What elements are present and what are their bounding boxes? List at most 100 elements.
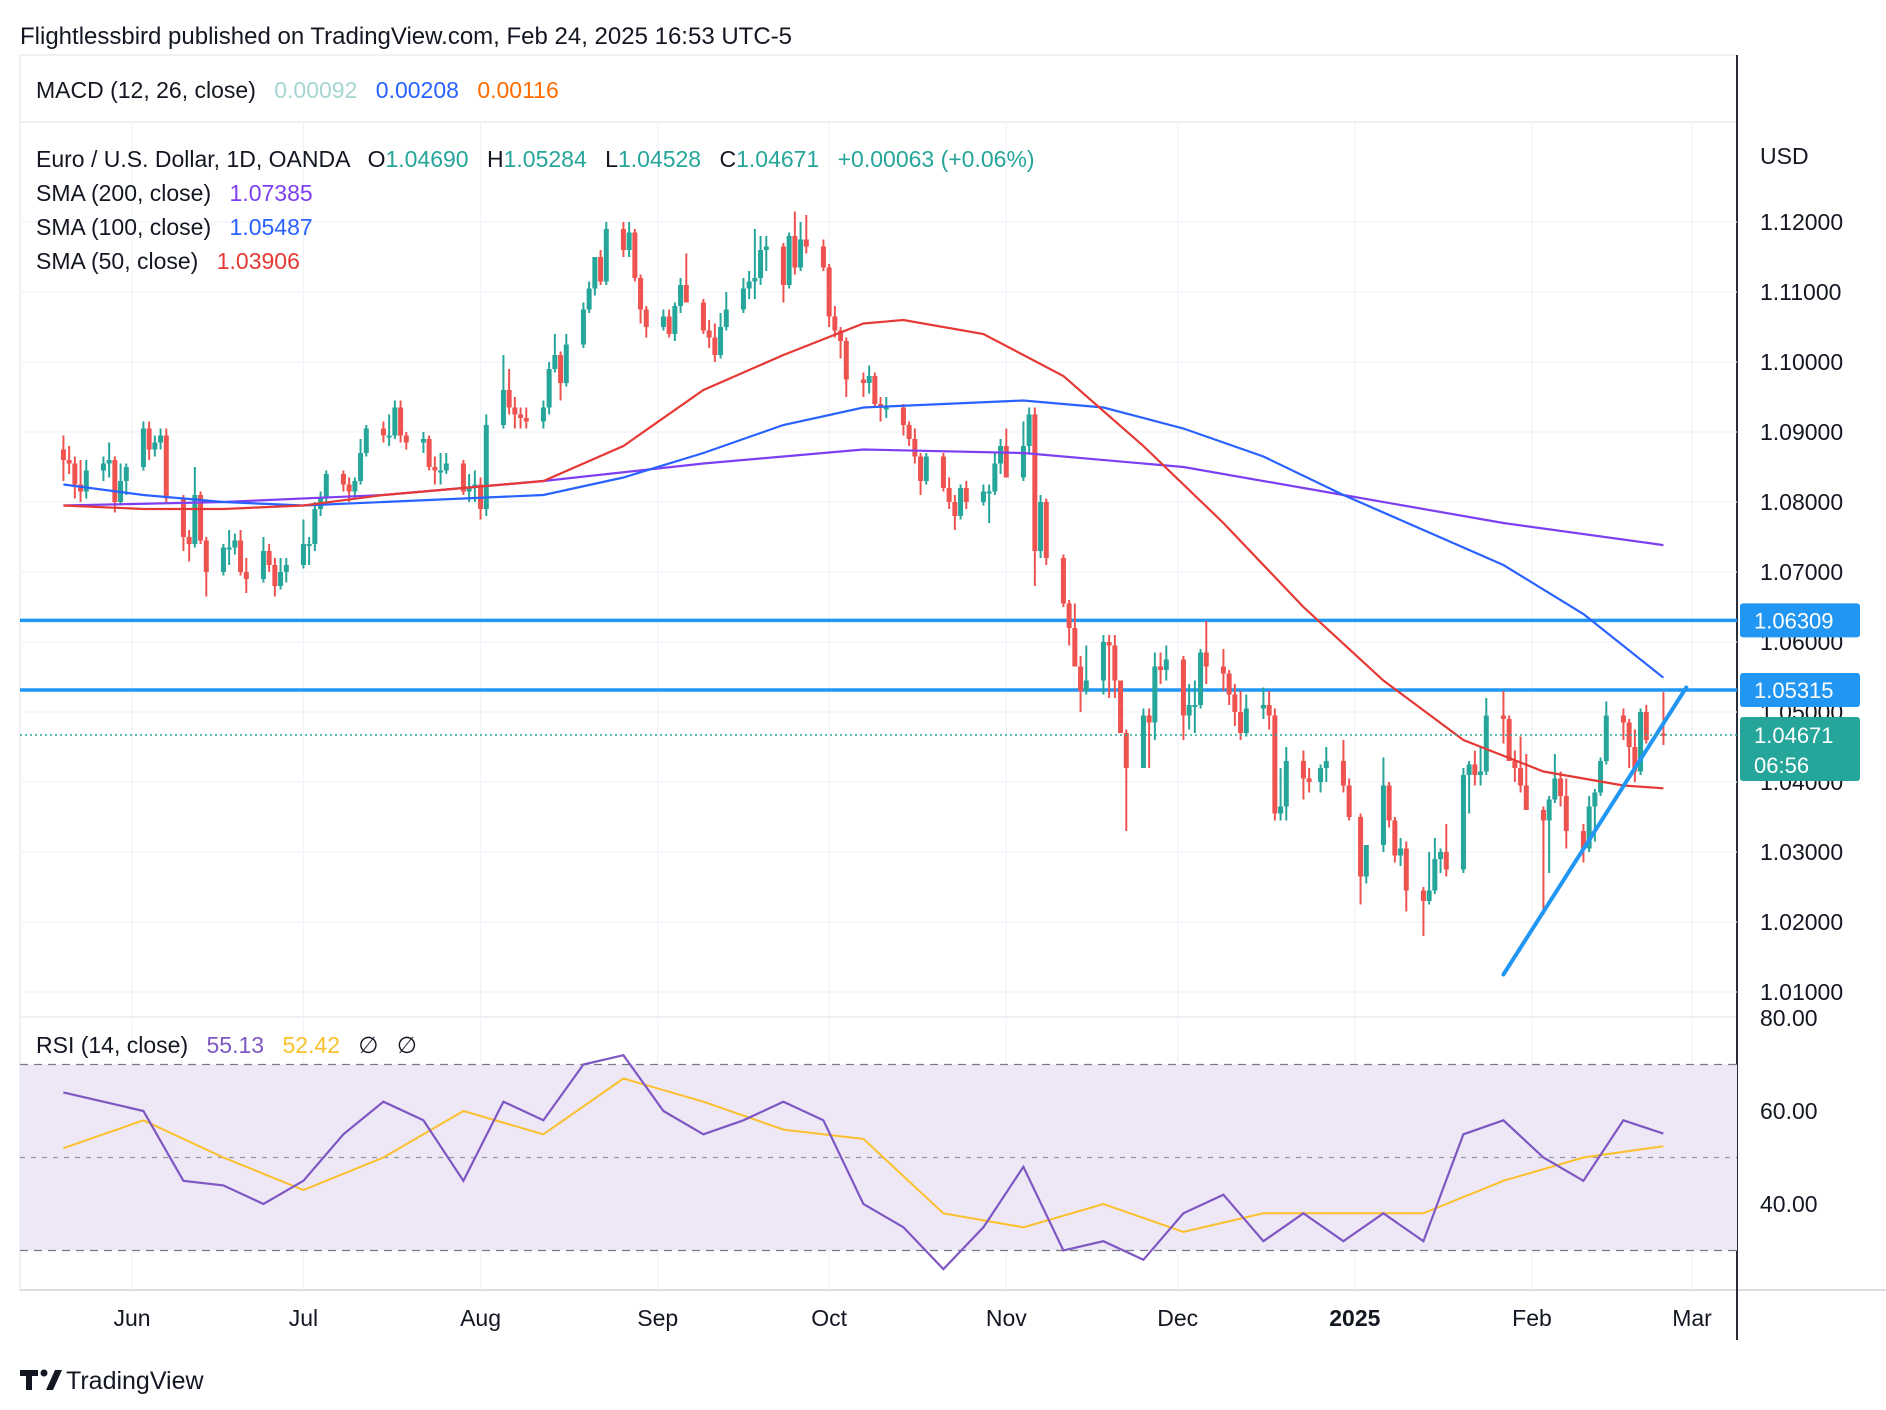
candle-body	[380, 428, 386, 436]
candle	[918, 453, 924, 495]
candle-body	[1500, 715, 1506, 719]
candle-body	[998, 446, 1004, 464]
candle	[106, 442, 112, 478]
rsi-pane[interactable]	[63, 1053, 1664, 1271]
candle	[1078, 656, 1084, 712]
candle-body	[1003, 446, 1009, 478]
candle	[518, 407, 524, 429]
candle-body	[460, 463, 466, 492]
price-pane[interactable]	[20, 211, 1737, 977]
candle-body	[272, 565, 278, 586]
candle	[700, 299, 706, 334]
candle-body	[832, 316, 838, 331]
candle-body	[1192, 705, 1198, 707]
candle	[780, 243, 786, 303]
level-badge-1: 1.06309	[1740, 603, 1860, 638]
candle-body	[1060, 558, 1066, 604]
candle	[546, 362, 552, 415]
trendline[interactable]	[1501, 685, 1689, 977]
candle	[632, 229, 638, 282]
candle	[1466, 761, 1472, 814]
candle	[1483, 698, 1489, 775]
candle	[1552, 754, 1558, 803]
candle	[523, 407, 529, 429]
price-badges: 1.06309 1.05315 1.04671 06:56	[1740, 603, 1860, 782]
time-tick-label: Jul	[289, 1305, 318, 1331]
candle-body	[278, 572, 284, 586]
candle-body	[306, 544, 312, 546]
candle	[220, 544, 226, 576]
candle-body	[443, 463, 449, 471]
candle	[283, 558, 289, 583]
candle-body	[952, 502, 958, 516]
candle	[180, 495, 186, 551]
candle	[758, 236, 764, 285]
candle-body	[146, 428, 152, 450]
candle-body	[860, 379, 866, 383]
candle-body	[1243, 708, 1249, 733]
symbol-legend: Euro / U.S. Dollar, 1D, OANDA O1.04690 H…	[36, 146, 1035, 172]
candle-body	[323, 474, 329, 499]
candle-body	[523, 418, 529, 422]
candle-body	[540, 407, 546, 422]
candle	[1083, 645, 1089, 695]
candle-body	[100, 463, 106, 471]
price-axis-ticks: 1.12000 1.11000 1.10000 1.09000 1.08000 1.070…	[1760, 209, 1843, 1005]
last-price-badge: 1.04671 06:56	[1740, 717, 1860, 782]
candle-body	[1660, 733, 1666, 736]
candle	[163, 428, 169, 502]
candle	[243, 558, 249, 593]
sma200-line[interactable]	[63, 448, 1664, 547]
sma50-line[interactable]	[63, 318, 1664, 790]
candle-body	[1586, 806, 1592, 849]
candle	[952, 495, 958, 530]
candle	[603, 222, 609, 285]
candle	[706, 320, 712, 348]
candle	[643, 306, 649, 338]
candle	[826, 264, 832, 327]
currency-label[interactable]: USD	[1760, 143, 1809, 169]
candle-body	[946, 488, 952, 502]
candle-body	[746, 281, 752, 289]
candle	[746, 271, 752, 299]
candle	[1100, 635, 1106, 695]
candle-body	[512, 407, 518, 415]
tv-logo-icon	[20, 1370, 38, 1390]
candle	[500, 355, 506, 429]
candle	[1238, 691, 1244, 740]
sma100-line[interactable]	[63, 399, 1665, 679]
time-tick-label: Sep	[637, 1305, 678, 1331]
time-tick-label: 2025	[1329, 1305, 1380, 1331]
candle-body	[798, 239, 804, 268]
candle-body	[106, 460, 112, 464]
candle-body	[163, 435, 169, 499]
candle	[1580, 824, 1586, 863]
candle	[1346, 778, 1352, 821]
candle	[1112, 635, 1118, 698]
publisher-line: Flightlessbird published on TradingView.…	[20, 23, 792, 50]
candle-body	[1363, 845, 1369, 877]
candle-body	[718, 327, 724, 355]
candle	[363, 425, 369, 457]
candle-body	[558, 355, 564, 383]
candle	[1478, 747, 1484, 786]
candle-body	[626, 232, 632, 250]
time-axis[interactable]: Jun Jul Aug Sep Oct Nov Dec 2025 Feb Mar	[113, 1305, 1712, 1331]
candle-body	[283, 565, 289, 572]
candle-body	[723, 309, 729, 327]
candle-body	[1392, 820, 1398, 856]
candle-body	[1300, 761, 1306, 779]
candle-body	[152, 442, 158, 450]
candle	[860, 372, 866, 397]
candle	[763, 236, 769, 271]
candle	[1660, 692, 1666, 746]
candle	[672, 302, 678, 341]
candle	[1123, 729, 1129, 831]
horizontal-levels	[20, 618, 1737, 692]
candle	[1152, 652, 1158, 740]
candle	[386, 414, 392, 446]
sma50-legend: SMA (50, close) 1.03906	[36, 248, 300, 274]
candle	[1043, 498, 1049, 565]
candle-body	[140, 428, 146, 467]
candle-body	[60, 449, 66, 460]
